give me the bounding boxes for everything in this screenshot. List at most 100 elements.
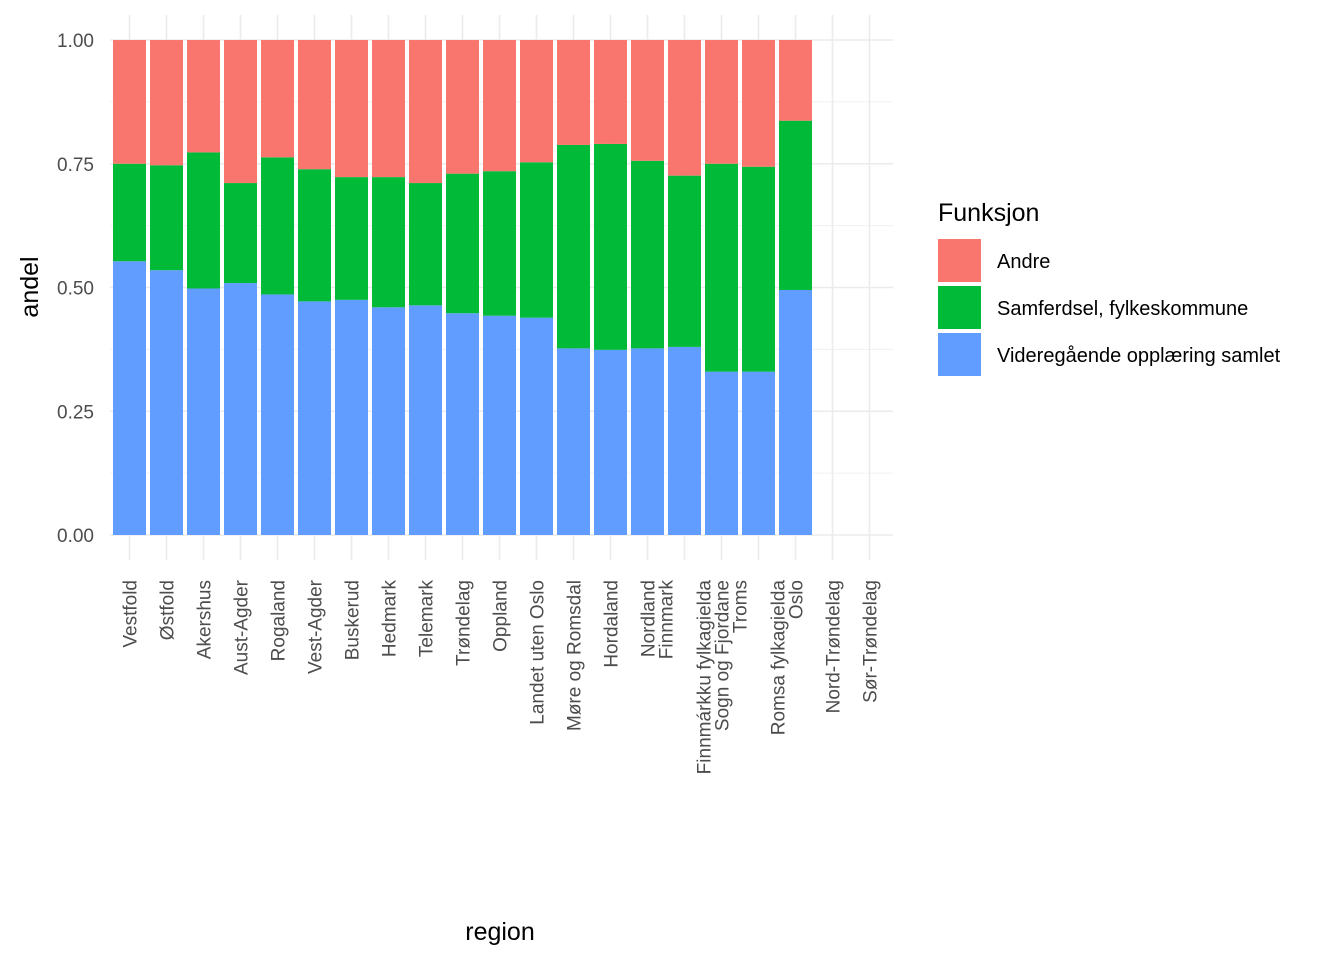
bar-segment xyxy=(520,40,553,163)
x-tick-label: Møre og Romsdal xyxy=(565,580,586,731)
x-tick-label-line: Sør-Trøndelag xyxy=(861,580,882,703)
bars xyxy=(113,40,812,535)
bar-segment xyxy=(557,40,590,145)
y-tick-label: 0.50 xyxy=(57,279,94,300)
x-tick-label: Hedmark xyxy=(380,580,401,658)
x-tick-label: Hordaland xyxy=(602,580,623,668)
x-tick-labels: Vestfold Østfold Akershus Aust-Agder Rogalan… xyxy=(121,579,882,774)
bar-segment xyxy=(631,348,664,535)
x-tick-label: Trøndelag xyxy=(454,580,475,666)
bar-segment xyxy=(779,40,812,121)
x-tick-label-line: Hordaland xyxy=(602,580,623,668)
legend-swatch xyxy=(938,333,981,376)
y-tick-label: 1.00 xyxy=(57,31,94,52)
legend-swatch xyxy=(938,239,981,282)
x-tick-label: Vestfold xyxy=(121,580,142,648)
x-tick-label: Sogn og Fjordane xyxy=(713,580,734,731)
x-tick-label-line: Aust-Agder xyxy=(232,579,253,675)
y-tick-label: 0.75 xyxy=(57,155,94,176)
bar-segment xyxy=(483,40,516,172)
bar-segment xyxy=(372,177,405,308)
bar-segment xyxy=(594,349,627,535)
bar-segment xyxy=(261,40,294,158)
bar-segment xyxy=(409,40,442,184)
bar-segment xyxy=(113,163,146,262)
legend-label: Samferdsel, fylkeskommune xyxy=(997,298,1248,320)
bar-segment xyxy=(742,166,775,372)
bar-segment xyxy=(113,40,146,164)
bar-segment xyxy=(705,40,738,164)
bar-segment xyxy=(668,346,701,535)
x-tick-label: Landet uten Oslo xyxy=(528,580,549,725)
y-tick-labels: 0.00 0.25 0.50 0.75 1.00 xyxy=(57,31,94,547)
bar-segment xyxy=(483,315,516,535)
bar-segment xyxy=(150,40,183,166)
bar-segment xyxy=(631,160,664,349)
x-tick-label-line: Rogaland xyxy=(269,580,290,661)
bar-segment xyxy=(446,40,479,174)
bar-segment xyxy=(668,40,701,176)
bar-segment xyxy=(150,270,183,535)
bar-segment xyxy=(298,40,331,170)
legend-title: Funksjon xyxy=(938,199,1039,227)
x-tick-label-line: Vest-Agder xyxy=(306,579,327,674)
x-tick-label: Nord-Trøndelag xyxy=(824,580,845,713)
x-tick-label-line: Møre og Romsdal xyxy=(565,580,586,731)
bar-segment xyxy=(742,371,775,535)
x-tick-label-line: Nordland xyxy=(639,580,660,657)
x-tick-label: Finnmark Finnmárkku fylkagielda xyxy=(657,580,716,775)
bar-segment xyxy=(187,288,220,535)
bar-segment xyxy=(557,144,590,349)
x-tick-label-line: Troms xyxy=(731,580,752,633)
bar-segment xyxy=(372,307,405,535)
x-tick-label-line: Buskerud xyxy=(343,580,364,660)
bar-segment xyxy=(409,183,442,306)
bar-segment xyxy=(483,171,516,316)
x-tick-label: Telemark xyxy=(417,580,438,658)
x-tick-label: Østfold xyxy=(158,580,179,640)
x-tick-label-line: Hedmark xyxy=(380,580,401,658)
bar-segment xyxy=(594,40,627,144)
x-tick-label: Oppland xyxy=(491,580,512,652)
x-tick-label: Oslo xyxy=(787,580,808,619)
bar-segment xyxy=(261,157,294,295)
x-tick-label-line: Nord-Trøndelag xyxy=(824,580,845,713)
bar-segment xyxy=(224,40,257,184)
bar-segment xyxy=(335,299,368,535)
bar-segment xyxy=(594,143,627,350)
bar-segment xyxy=(298,301,331,535)
bar-segment xyxy=(335,177,368,300)
x-tick-label: Vest-Agder xyxy=(306,579,327,674)
bar-segment xyxy=(113,261,146,535)
x-tick-label: Troms Romsa fylkagielda xyxy=(731,580,790,736)
bar-segment xyxy=(779,289,812,535)
x-tick-label-line: Finnmárkku fylkagielda xyxy=(695,580,716,775)
bar-segment xyxy=(705,371,738,535)
x-tick-label: Buskerud xyxy=(343,580,364,660)
x-tick-label-line: Sogn og Fjordane xyxy=(713,580,734,731)
bar-segment xyxy=(224,183,257,284)
x-tick-label-line: Telemark xyxy=(417,580,438,658)
bar-segment xyxy=(261,294,294,535)
bar-segment xyxy=(705,163,738,372)
bar-segment xyxy=(779,120,812,290)
y-axis-title: andel xyxy=(16,256,44,317)
bar-segment xyxy=(520,317,553,535)
x-tick-label: Aust-Agder xyxy=(232,579,253,675)
bar-segment xyxy=(446,173,479,314)
x-tick-label-line: Romsa fylkagielda xyxy=(769,580,790,736)
bar-segment xyxy=(631,40,664,161)
x-tick-label-line: Vestfold xyxy=(121,580,142,648)
x-tick-label-line: Landet uten Oslo xyxy=(528,580,549,725)
y-tick-label: 0.00 xyxy=(57,526,94,547)
x-tick-label-line: Finnmark xyxy=(657,580,678,660)
x-tick-label: Nordland xyxy=(639,580,660,657)
x-tick-label-line: Østfold xyxy=(158,580,179,640)
legend: Funksjon Andre Samferdsel, fylkeskommune V… xyxy=(938,199,1281,376)
bar-segment xyxy=(150,165,183,271)
bar-segment xyxy=(187,40,220,153)
bar-segment xyxy=(187,152,220,289)
x-axis-title: region xyxy=(465,918,535,946)
bar-segment xyxy=(742,40,775,167)
